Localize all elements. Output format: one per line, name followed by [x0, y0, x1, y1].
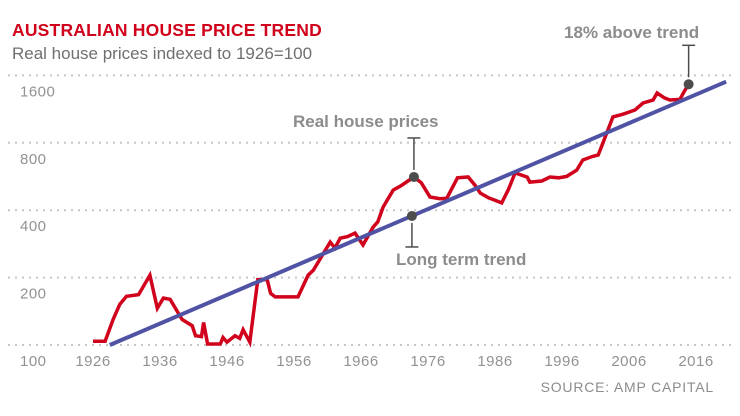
y-tick-label: 800: [20, 151, 47, 168]
callout-dot: [406, 210, 417, 221]
annotation-above-trend: 18% above trend: [564, 23, 700, 42]
annotation-long-term-trend: Long term trend: [396, 250, 527, 269]
annotation-real-house-prices: Real house prices: [293, 112, 439, 131]
long-term-trend-line: [109, 79, 727, 347]
x-tick-label: 2016: [678, 353, 713, 370]
chart-subtitle: Real house prices indexed to 1926=100: [12, 44, 313, 63]
y-tick-label: 1600: [20, 83, 55, 100]
x-tick-label: 1986: [477, 353, 512, 370]
x-tick-label: 1946: [209, 353, 244, 370]
y-tick-label: 200: [20, 286, 47, 303]
real-house-prices-line: [93, 83, 691, 348]
source-credit: SOURCE: AMP CAPITAL: [540, 379, 714, 395]
y-tick-label: 400: [20, 218, 47, 235]
callout-dot: [408, 171, 419, 182]
chart-title: AUSTRALIAN HOUSE PRICE TREND: [12, 20, 322, 40]
x-tick-label: 1936: [142, 353, 177, 370]
x-tick-label: 1996: [544, 353, 579, 370]
callout-dot: [683, 79, 694, 90]
x-tick-label: 1926: [75, 353, 110, 370]
x-tick-label: 1976: [410, 353, 445, 370]
x-tick-label: 1956: [276, 353, 311, 370]
x-tick-label: 2006: [611, 353, 646, 370]
y-tick-label: 100: [20, 353, 47, 370]
x-tick-label: 1966: [343, 353, 378, 370]
